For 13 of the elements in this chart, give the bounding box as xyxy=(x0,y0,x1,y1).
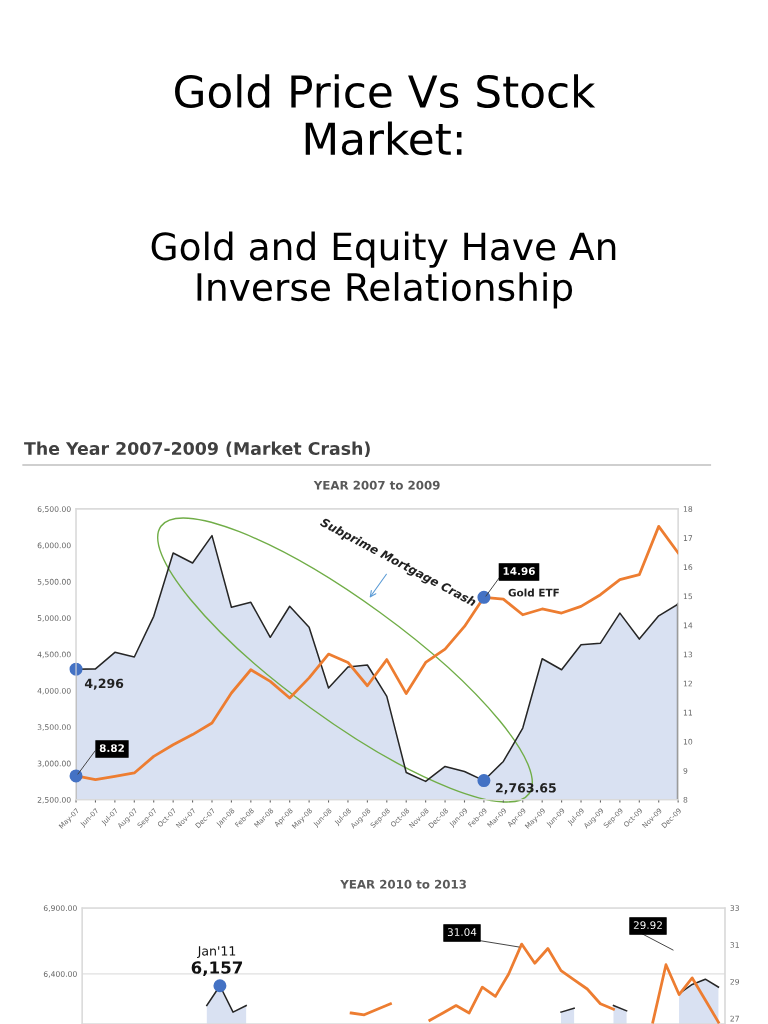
text: Gold Price Vs Stock Market: xyxy=(175,74,596,156)
annotation: 4,296 xyxy=(84,678,124,690)
annotation: 29.92 xyxy=(633,921,662,930)
annotation: Jan'11 xyxy=(197,946,236,958)
series-label: Gold ETF xyxy=(508,588,559,597)
text: The Year 2007-2009 (Market Crash) xyxy=(24,441,370,458)
text: Gold and Equity Have An Inverse Relationship xyxy=(151,231,616,309)
annotation: 31.04 xyxy=(447,928,477,937)
annotation: 8.82 xyxy=(99,744,124,753)
chart-title: YEAR 2007 to 2009 xyxy=(313,480,440,490)
annotation: 14.96 xyxy=(503,567,535,576)
annotation: 6,157 xyxy=(191,961,243,976)
chart-title: YEAR 2010 to 2013 xyxy=(340,879,466,889)
